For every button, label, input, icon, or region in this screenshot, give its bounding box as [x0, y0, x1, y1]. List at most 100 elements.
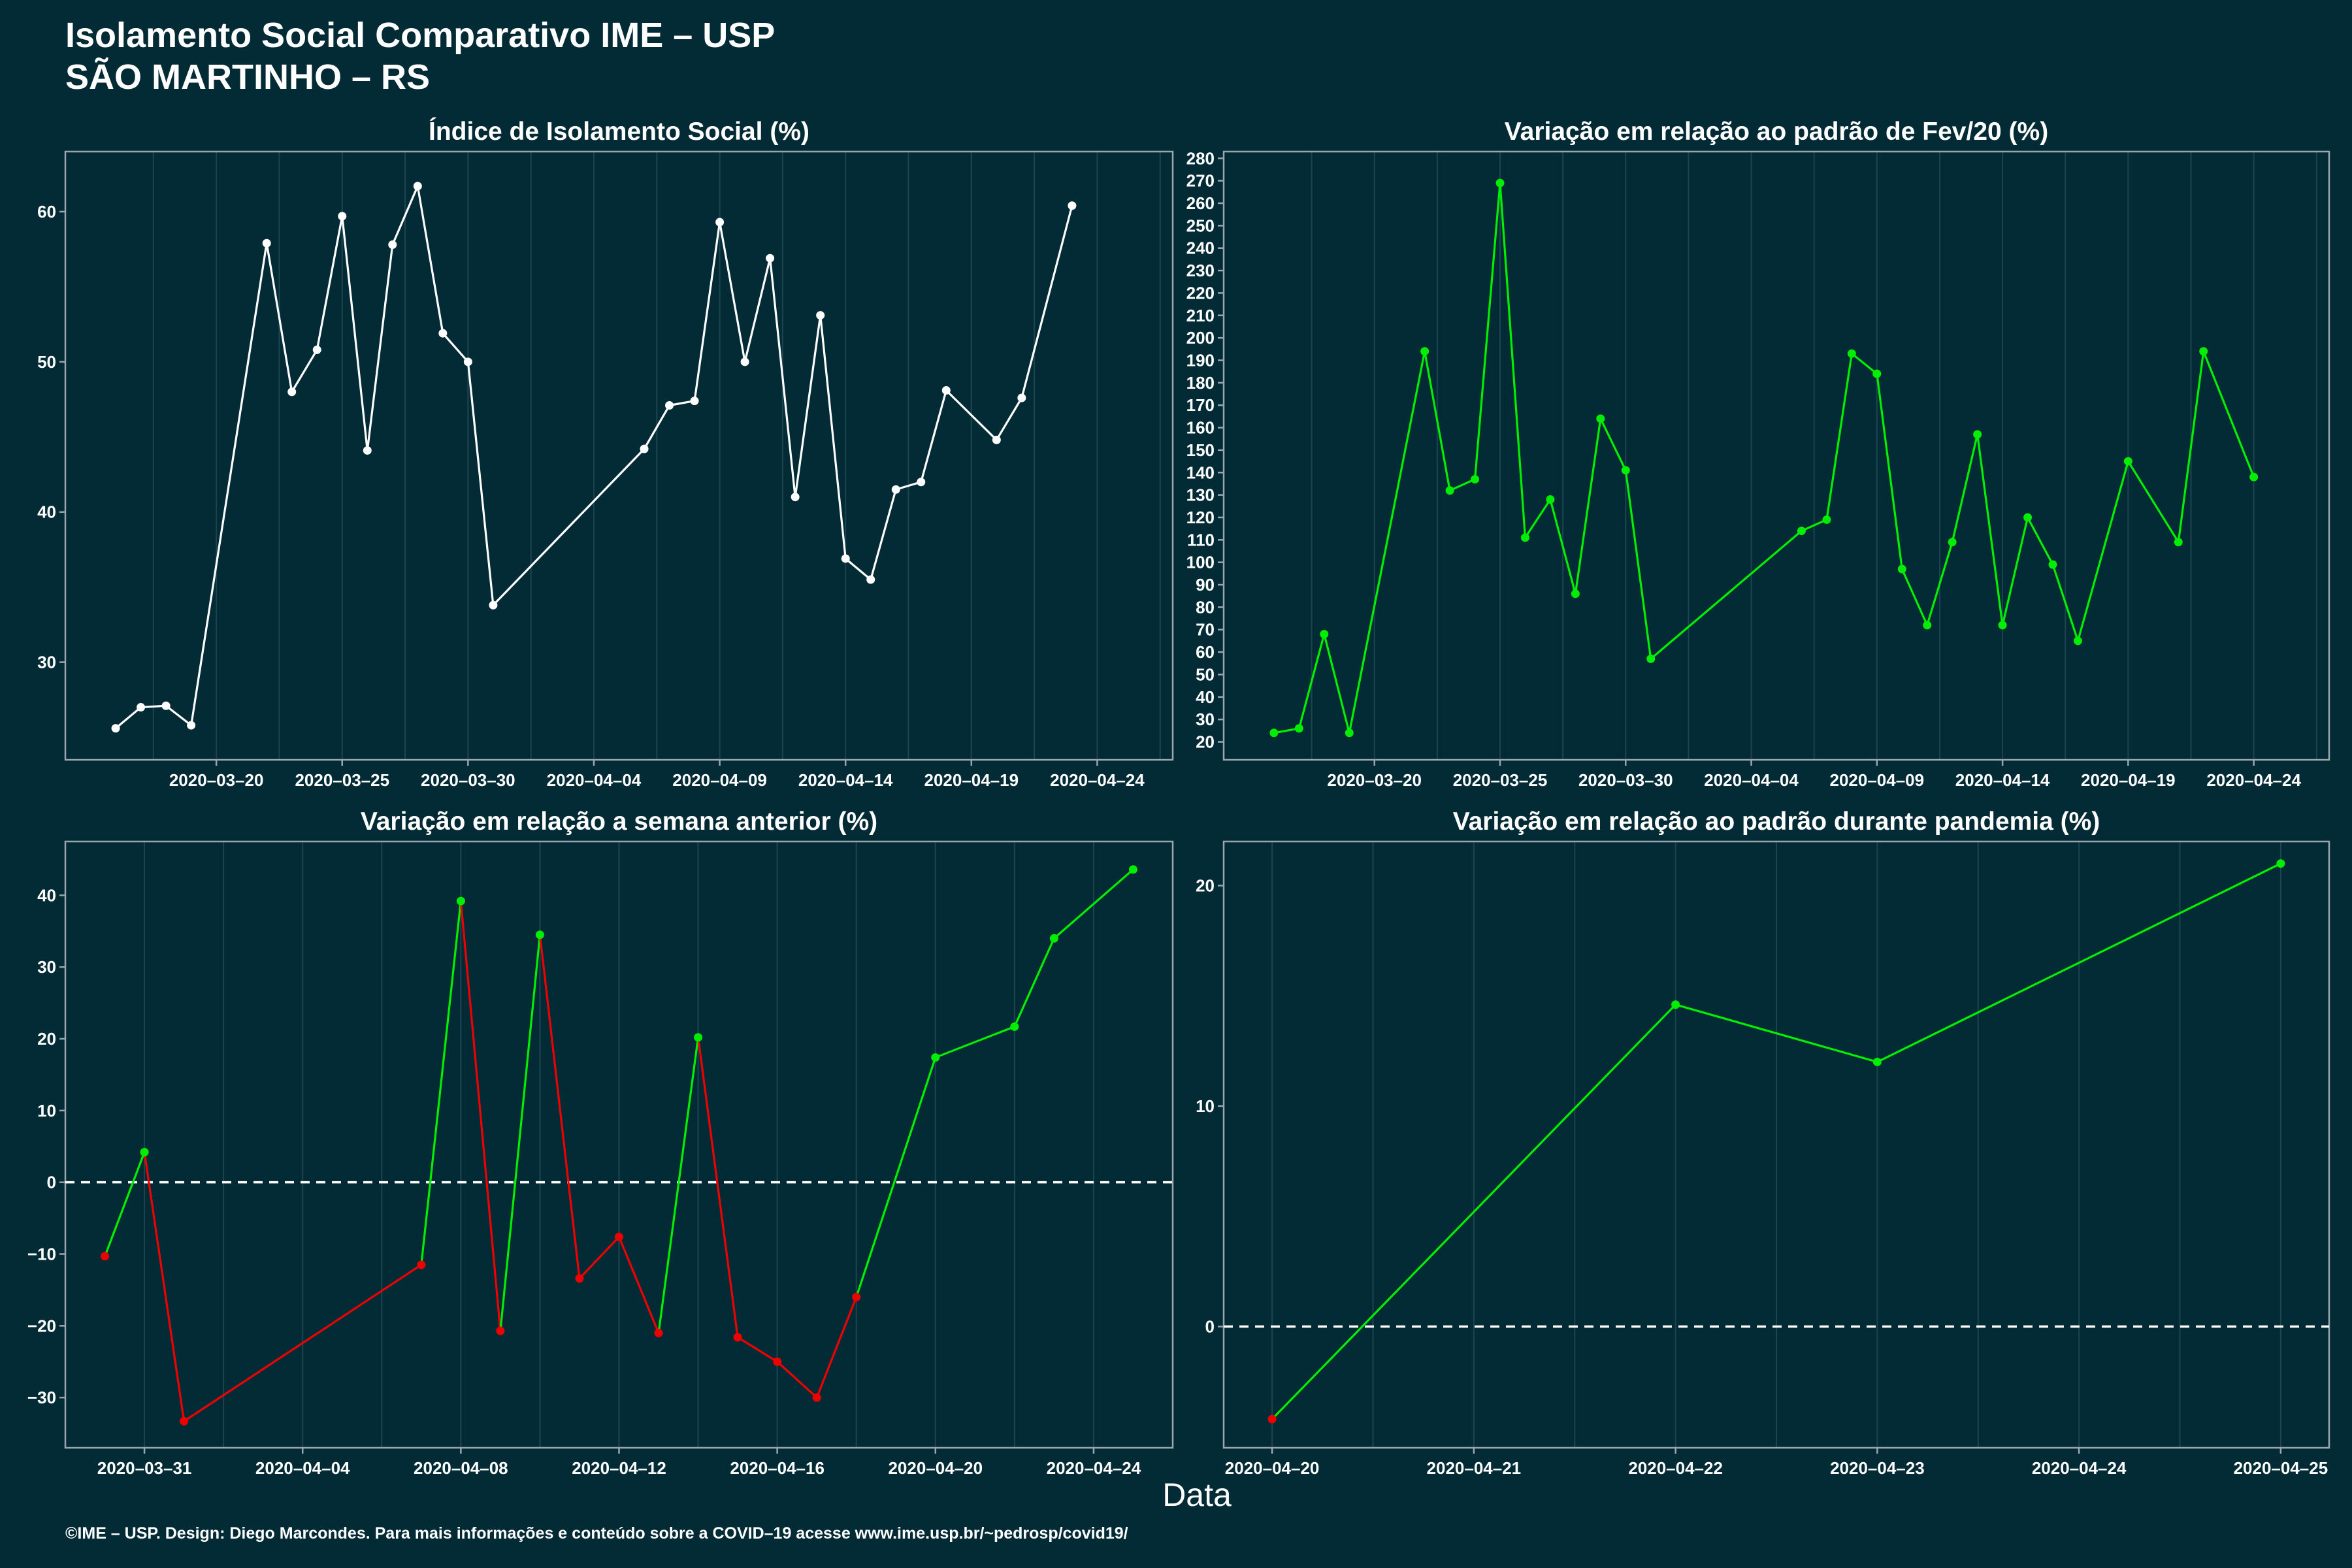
y-tick-label: 210 — [1186, 306, 1215, 325]
series-line-segment — [420, 900, 462, 1266]
series-line-segment — [2076, 460, 2129, 642]
data-point — [640, 444, 649, 453]
series-line-segment — [945, 389, 998, 441]
x-tick-label: 2020–04–09 — [1830, 770, 1925, 790]
data-point — [2123, 457, 2132, 466]
series-line-segment — [1976, 433, 2004, 627]
data-point — [1010, 1022, 1019, 1031]
data-point — [1520, 533, 1529, 542]
series-line-segment — [718, 221, 746, 363]
x-tick-label: 2020–04–20 — [888, 1458, 983, 1478]
panel-1: Índice de Isolamento Social (%) 30 40 50 60 2… — [37, 117, 1174, 790]
data-point — [1320, 630, 1329, 639]
series-line-segment — [2202, 350, 2255, 478]
data-point — [535, 930, 544, 939]
series-line-segment — [1499, 182, 1527, 539]
x-tick-label: 2020–03–31 — [97, 1458, 192, 1478]
y-tick-label: 190 — [1186, 350, 1215, 370]
series-line-segment — [1013, 937, 1055, 1028]
data-point — [1822, 515, 1831, 524]
panel-2: Variação em relação ao padrão de Fev/20 … — [1186, 118, 2330, 790]
x-tick-label: 2020–04–24 — [2206, 770, 2301, 790]
panel-title: Índice de Isolamento Social (%) — [429, 117, 809, 146]
data-point — [891, 485, 900, 494]
series-line-segment — [114, 706, 142, 730]
data-point — [665, 400, 674, 410]
data-point — [1267, 1414, 1277, 1424]
page-subtitle: SÃO MARTINHO – RS — [65, 57, 430, 97]
data-point — [1872, 369, 1882, 378]
data-point — [1269, 728, 1279, 738]
y-tick-label: 20 — [1196, 875, 1215, 895]
series-line-segment — [183, 1264, 423, 1422]
data-point — [866, 575, 875, 584]
series-line-segment — [499, 934, 542, 1332]
y-tick-label: 0 — [47, 1173, 56, 1192]
series-line-segment — [190, 242, 268, 727]
y-tick-label: −30 — [27, 1388, 56, 1407]
panel-3: Variação em relação a semana anterior (%… — [27, 808, 1174, 1478]
plot-frame — [64, 150, 1174, 761]
y-tick-label: 160 — [1186, 418, 1215, 438]
series-line-segment — [1951, 433, 1979, 544]
x-tick-label: 2020–04–14 — [798, 770, 893, 790]
x-tick-label: 2020–04–24 — [1050, 770, 1145, 790]
series-line-segment — [1053, 868, 1135, 939]
series-line-segment — [291, 348, 318, 393]
data-point — [733, 1333, 742, 1342]
data-point — [1420, 347, 1429, 356]
x-tick-label: 2020–03–30 — [421, 770, 515, 790]
series-line-segment — [668, 399, 696, 407]
data-point — [1621, 466, 1630, 475]
series-line-segment — [736, 1336, 779, 1363]
series-line-segment — [466, 361, 495, 606]
data-point — [1294, 724, 1303, 733]
series-line-segment — [1549, 498, 1576, 595]
data-point — [287, 387, 297, 397]
panel-title: Variação em relação ao padrão de Fev/20 … — [1505, 118, 2048, 146]
series-line-segment — [1448, 478, 1477, 492]
y-tick-label: 80 — [1196, 597, 1215, 617]
y-tick-label: 200 — [1186, 328, 1215, 348]
data-point — [140, 1148, 149, 1157]
data-point — [2249, 472, 2259, 482]
data-point — [1998, 621, 2007, 630]
data-point — [2199, 347, 2208, 356]
data-point — [715, 218, 725, 227]
y-tick-label: 50 — [1196, 664, 1215, 684]
data-point — [816, 311, 825, 320]
data-point — [852, 1292, 861, 1301]
x-tick-label: 2020–04–16 — [730, 1458, 825, 1478]
series-line-segment — [366, 243, 394, 452]
y-tick-label: 270 — [1186, 171, 1215, 191]
panel-title: Variação em relação ao padrão durante pa… — [1453, 808, 2100, 836]
data-point — [338, 212, 347, 221]
y-tick-label: 70 — [1196, 620, 1215, 640]
series-line-segment — [265, 242, 293, 393]
x-tick-label: 2020–04–08 — [414, 1458, 508, 1478]
x-tick-label: 2020–04–12 — [572, 1458, 666, 1478]
x-axis-label: Data — [1162, 1477, 1232, 1513]
y-tick-label: 30 — [37, 653, 56, 672]
data-point — [615, 1232, 623, 1241]
series-line-segment — [920, 389, 947, 483]
data-point — [111, 724, 120, 733]
series-line-segment — [1298, 633, 1326, 730]
series-line-segment — [894, 481, 923, 491]
x-tick-label: 2020–04–24 — [2032, 1458, 2127, 1478]
data-point — [2023, 513, 2033, 522]
data-point — [1017, 393, 1026, 402]
data-point — [1596, 414, 1605, 423]
x-tick-label: 2020–04–25 — [2234, 1458, 2328, 1478]
data-point — [2048, 560, 2057, 569]
data-point — [161, 701, 171, 710]
series-line-segment — [819, 314, 847, 560]
data-point — [773, 1357, 782, 1366]
series-line-segment — [1323, 633, 1350, 734]
series-line-segment — [657, 1036, 700, 1334]
data-point — [137, 703, 146, 712]
data-point — [1068, 201, 1077, 210]
series-line-segment — [492, 448, 645, 606]
series-line-segment — [870, 488, 897, 581]
series-line-segment — [934, 1025, 1016, 1059]
